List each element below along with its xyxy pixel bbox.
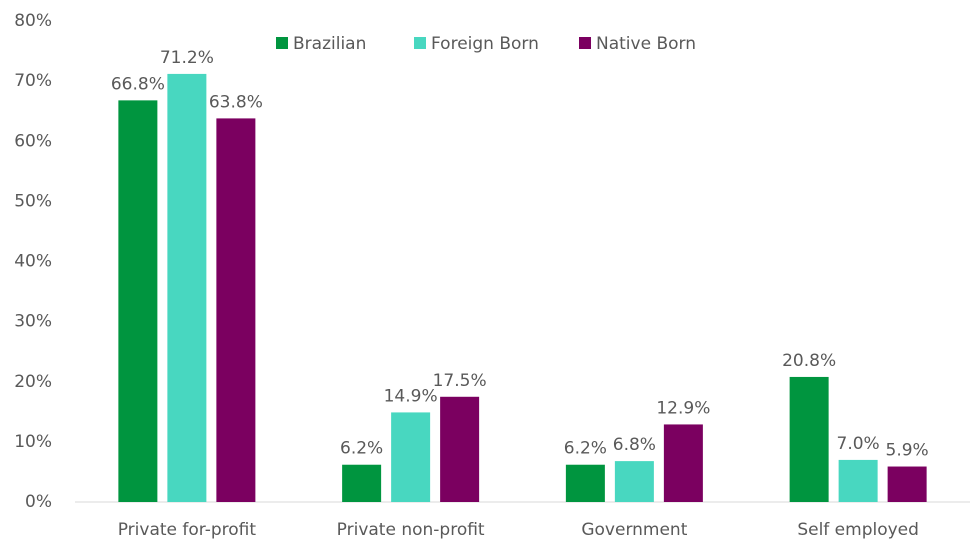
y-tick-label: 50% xyxy=(14,191,52,211)
bar xyxy=(789,376,829,502)
bar xyxy=(118,100,158,503)
data-label: 6.8% xyxy=(613,435,656,455)
data-label: 5.9% xyxy=(886,441,929,461)
x-tick-label: Private for-profit xyxy=(118,520,257,540)
bar xyxy=(391,412,431,502)
x-tick-label: Private non-profit xyxy=(337,520,485,540)
legend-label: Foreign Born xyxy=(431,34,539,54)
y-tick-label: 10% xyxy=(14,432,52,452)
bar xyxy=(216,118,256,502)
bar xyxy=(663,424,703,502)
x-tick-label: Government xyxy=(581,520,687,540)
data-label: 6.2% xyxy=(564,439,607,459)
y-tick-label: 60% xyxy=(14,131,52,151)
data-label: 12.9% xyxy=(656,398,710,418)
data-label: 6.2% xyxy=(340,439,383,459)
y-tick-label: 20% xyxy=(14,372,52,392)
data-label: 20.8% xyxy=(782,351,836,371)
y-tick-label: 70% xyxy=(14,71,52,91)
data-label: 66.8% xyxy=(111,74,165,94)
x-tick-label: Self employed xyxy=(797,520,919,540)
data-label: 14.9% xyxy=(384,386,438,406)
bar xyxy=(838,459,878,502)
legend-swatch xyxy=(276,37,288,49)
legend-swatch xyxy=(414,37,426,49)
data-label: 7.0% xyxy=(837,434,880,454)
bar xyxy=(887,466,927,502)
y-tick-label: 30% xyxy=(14,312,52,332)
legend-label: Native Born xyxy=(596,34,696,54)
data-label: 17.5% xyxy=(433,371,487,391)
y-tick-label: 0% xyxy=(25,492,52,512)
y-tick-label: 80% xyxy=(14,11,52,31)
y-tick-label: 40% xyxy=(14,252,52,272)
data-label: 71.2% xyxy=(160,48,214,68)
bar xyxy=(342,464,382,502)
bar xyxy=(167,73,207,502)
bar xyxy=(565,464,605,502)
legend-label: Brazilian xyxy=(293,34,366,54)
data-label: 63.8% xyxy=(209,92,263,112)
bar xyxy=(614,461,654,502)
bar xyxy=(440,396,480,502)
legend-swatch xyxy=(579,37,591,49)
